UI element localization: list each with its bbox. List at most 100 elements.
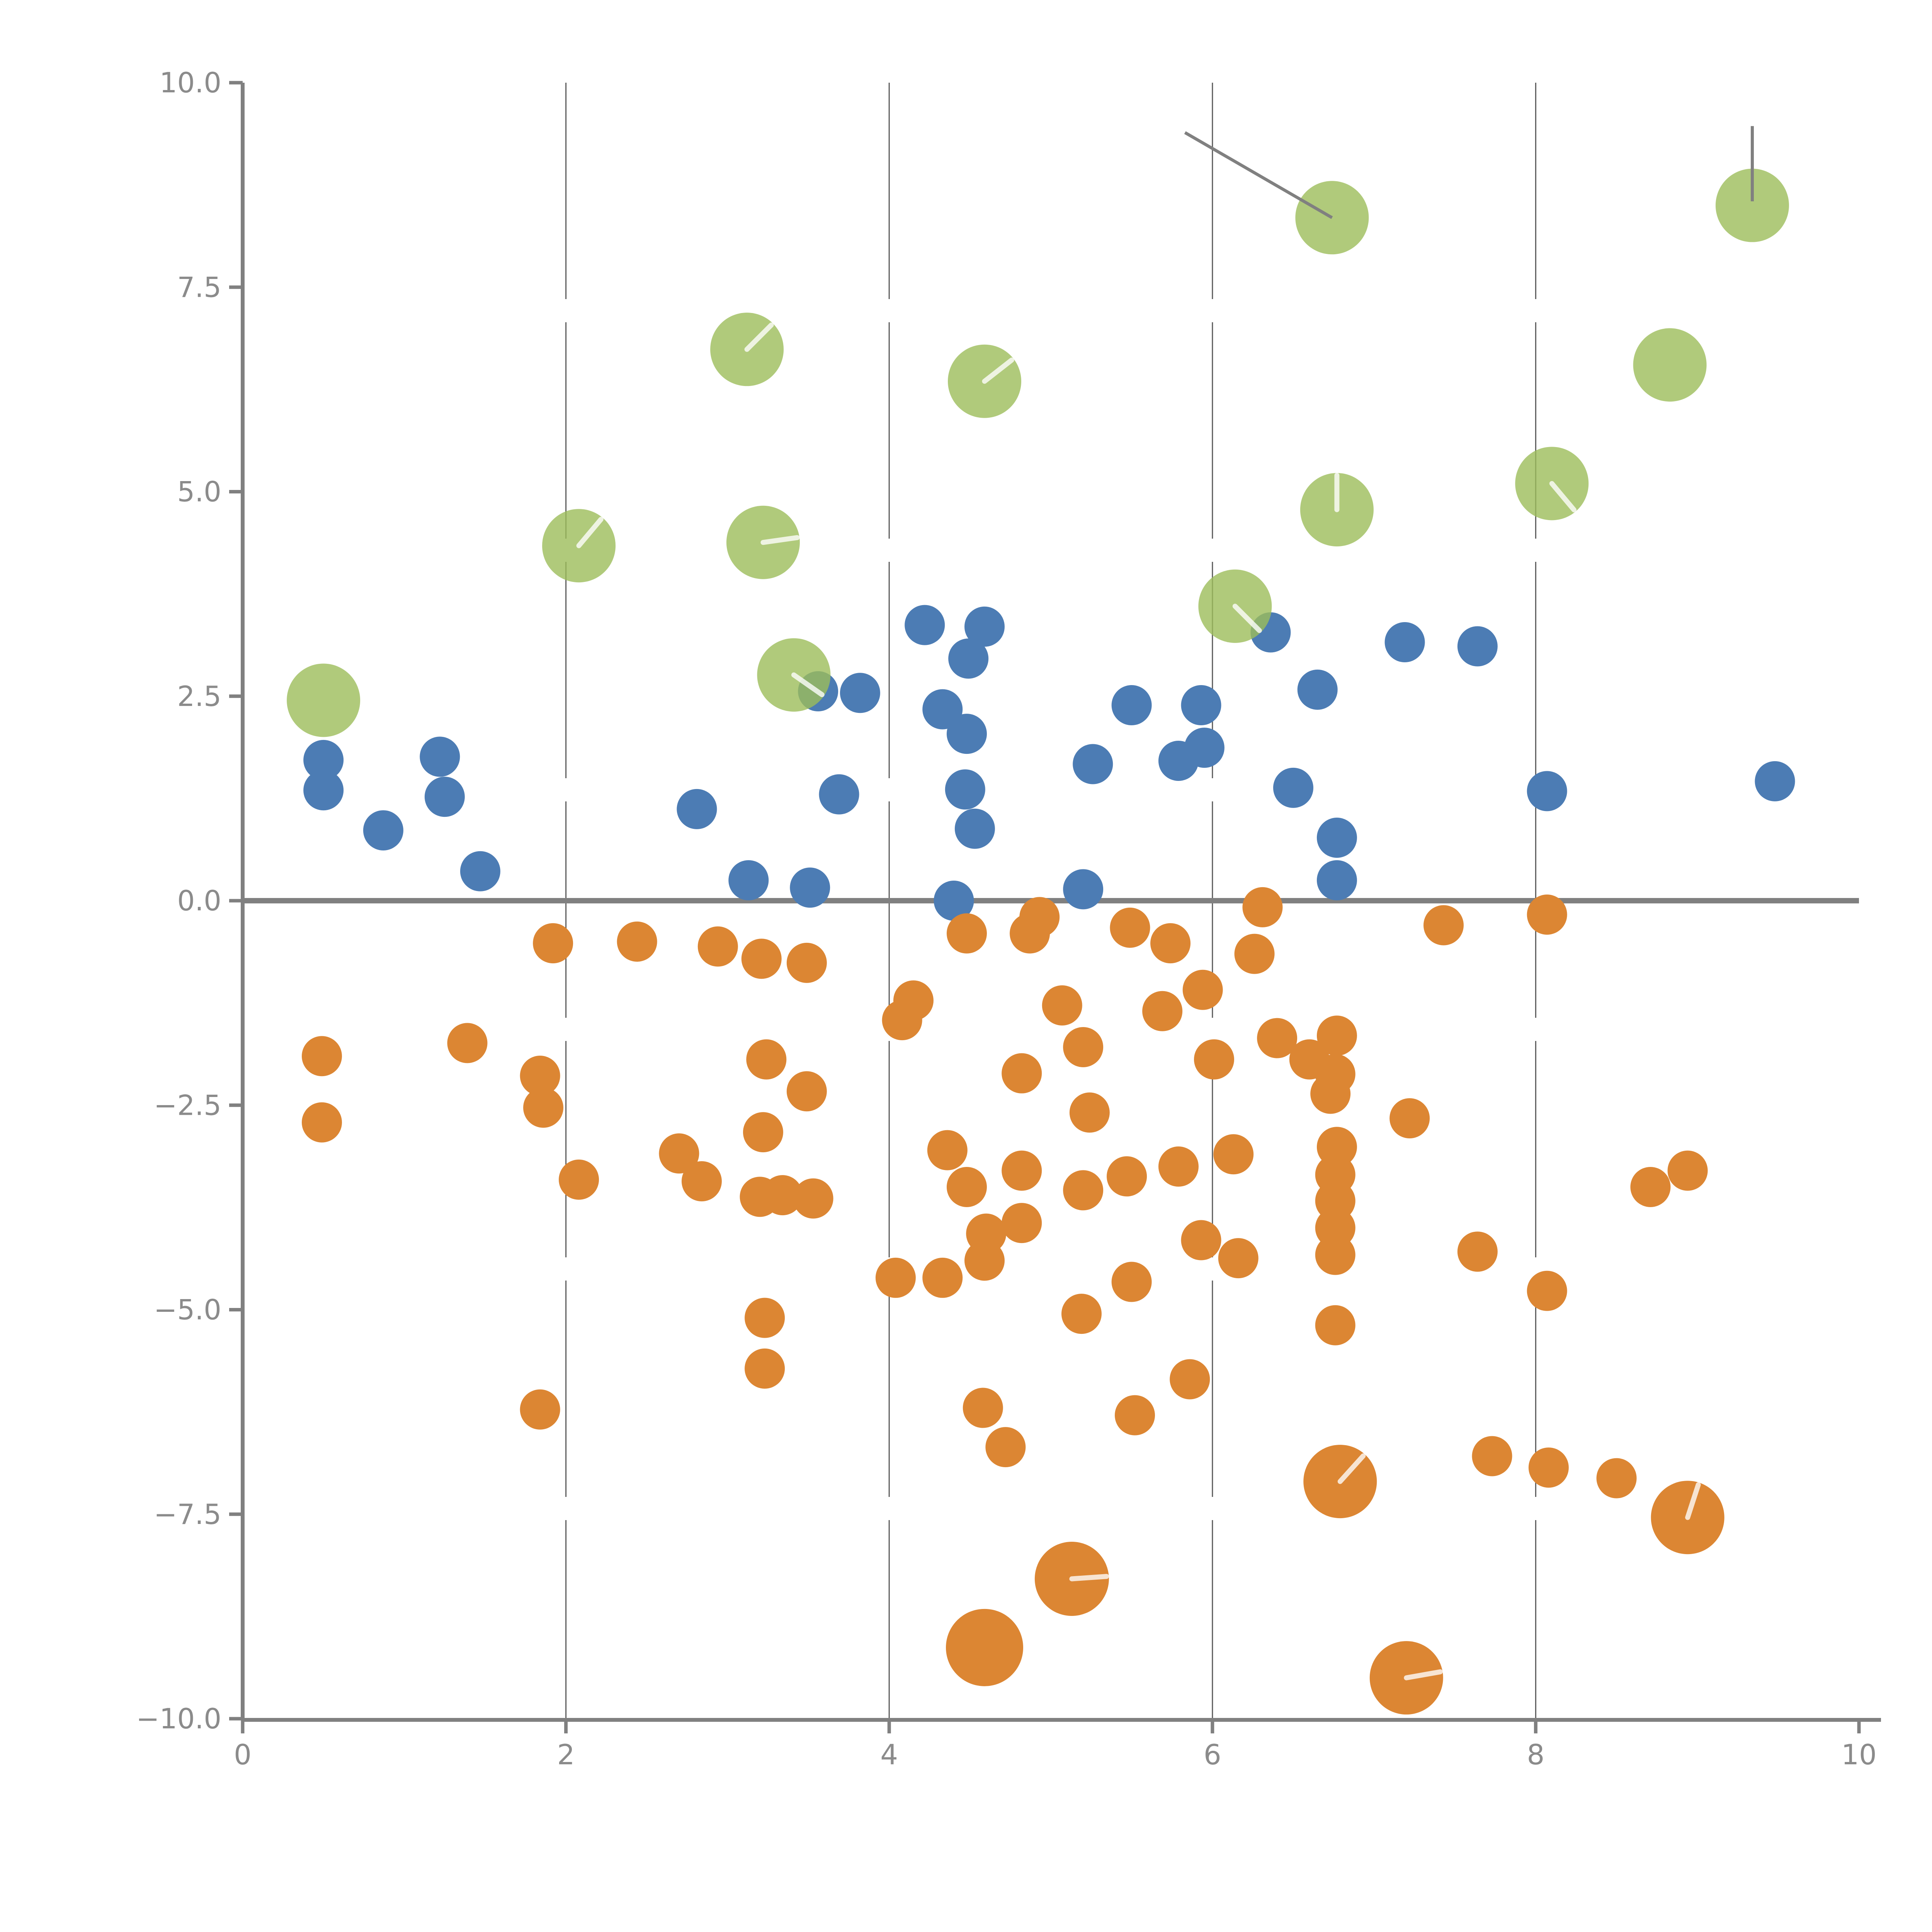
data-point-orange xyxy=(1667,1150,1708,1191)
data-point-green xyxy=(1715,168,1789,242)
data-point-blue xyxy=(819,774,859,815)
data-point-orange xyxy=(922,1257,963,1298)
data-point-orange xyxy=(745,1298,785,1338)
data-point-orange xyxy=(533,923,573,964)
data-point-blue xyxy=(905,605,945,645)
data-point-orange xyxy=(1110,907,1150,948)
y-tick-label: 5.0 xyxy=(177,476,221,508)
data-point-orange xyxy=(1158,1146,1199,1187)
data-point-orange xyxy=(1063,1170,1104,1211)
data-point-orange xyxy=(1170,1359,1210,1400)
bubble-ray xyxy=(1232,604,1262,633)
data-point-orange xyxy=(697,926,738,967)
x-tick-label: 10 xyxy=(1841,1738,1877,1771)
x-tick-label: 0 xyxy=(234,1738,252,1771)
data-point-orange xyxy=(1389,1098,1430,1139)
data-point-orange xyxy=(447,1023,488,1063)
data-point-orange xyxy=(1010,913,1050,954)
x-tick-label: 4 xyxy=(880,1738,898,1771)
data-point-orange xyxy=(1242,887,1283,927)
data-point-orange xyxy=(746,1039,787,1080)
y-tick-label: 0.0 xyxy=(177,884,221,917)
bubble-ray xyxy=(760,535,800,545)
data-point-orange xyxy=(946,1167,987,1207)
data-point-orange xyxy=(523,1087,564,1128)
data-point-orange xyxy=(946,913,987,954)
data-point-orange xyxy=(963,1388,1003,1428)
data-point-blue xyxy=(945,769,985,810)
data-point-orange xyxy=(762,1175,803,1216)
pointer-line-1 xyxy=(1184,131,1333,219)
data-point-blue xyxy=(840,673,880,713)
bubble-ray xyxy=(982,357,1014,384)
data-point-orange xyxy=(1257,1018,1298,1058)
data-point-orange xyxy=(1142,991,1183,1031)
data-point-blue xyxy=(1184,728,1225,768)
data-point-orange xyxy=(1150,923,1191,964)
bubble-ray xyxy=(791,672,825,697)
data-point-orange xyxy=(520,1389,560,1430)
data-point-orange xyxy=(1213,1134,1254,1175)
data-point-orange xyxy=(1218,1238,1259,1279)
data-point-green xyxy=(287,663,361,737)
data-point-blue xyxy=(1273,767,1313,808)
data-point-orange xyxy=(1063,1027,1104,1067)
bubble-ray xyxy=(1404,1669,1443,1680)
data-point-orange xyxy=(559,1159,599,1200)
data-point-blue xyxy=(946,714,987,754)
data-point-orange xyxy=(1310,1073,1351,1114)
y-tick-label: −7.5 xyxy=(154,1498,221,1531)
data-point-orange xyxy=(793,1178,833,1219)
data-point-blue xyxy=(363,810,403,850)
data-point-blue xyxy=(1297,669,1338,710)
data-point-orange xyxy=(1316,1015,1357,1056)
data-point-orange xyxy=(1315,1305,1355,1345)
bubble-ray xyxy=(1337,1453,1366,1484)
data-point-orange xyxy=(927,1130,968,1170)
data-point-orange xyxy=(1002,1150,1042,1191)
data-point-orange xyxy=(1528,1447,1569,1488)
x-tick-label: 8 xyxy=(1527,1738,1544,1771)
data-point-orange xyxy=(681,1161,722,1202)
x-tick-label: 2 xyxy=(557,1738,575,1771)
data-point-orange xyxy=(1182,969,1223,1010)
data-point-orange xyxy=(617,921,657,962)
y-tick-label: 2.5 xyxy=(177,680,221,713)
data-point-orange xyxy=(1472,1436,1512,1476)
y-tick-label: 7.5 xyxy=(177,271,221,303)
data-point-orange xyxy=(946,1609,1023,1686)
data-point-orange xyxy=(1527,1270,1567,1311)
data-point-blue xyxy=(1457,626,1498,667)
bubble-ray xyxy=(576,517,604,548)
data-point-orange xyxy=(882,1000,922,1041)
data-point-blue xyxy=(790,867,830,908)
data-point-blue xyxy=(964,606,1005,647)
bubble-ray xyxy=(1685,1482,1701,1520)
data-point-blue xyxy=(1111,685,1152,726)
data-point-blue xyxy=(934,881,974,921)
data-point-blue xyxy=(1527,771,1567,811)
data-point-orange xyxy=(1115,1395,1155,1435)
data-point-blue xyxy=(303,770,344,811)
data-point-orange xyxy=(1069,1092,1110,1133)
bubble-ray xyxy=(1069,1574,1109,1582)
data-point-orange xyxy=(964,1240,1005,1281)
data-point-blue xyxy=(1755,761,1795,801)
data-point-orange xyxy=(659,1133,699,1174)
data-point-blue xyxy=(1316,860,1357,901)
y-tick-label: −5.0 xyxy=(154,1294,221,1326)
y-tick-label: 10.0 xyxy=(160,66,221,99)
data-point-orange xyxy=(1181,1220,1221,1260)
data-point-orange xyxy=(745,1348,785,1389)
data-point-orange xyxy=(1527,894,1567,935)
data-point-blue xyxy=(954,808,995,849)
data-point-orange xyxy=(985,1427,1026,1468)
data-point-orange xyxy=(1315,1235,1355,1275)
y-tick-label: −10.0 xyxy=(136,1702,221,1735)
data-point-blue xyxy=(1063,869,1104,910)
data-point-orange xyxy=(741,939,782,979)
data-point-orange xyxy=(1234,934,1275,974)
data-point-orange xyxy=(743,1112,783,1153)
